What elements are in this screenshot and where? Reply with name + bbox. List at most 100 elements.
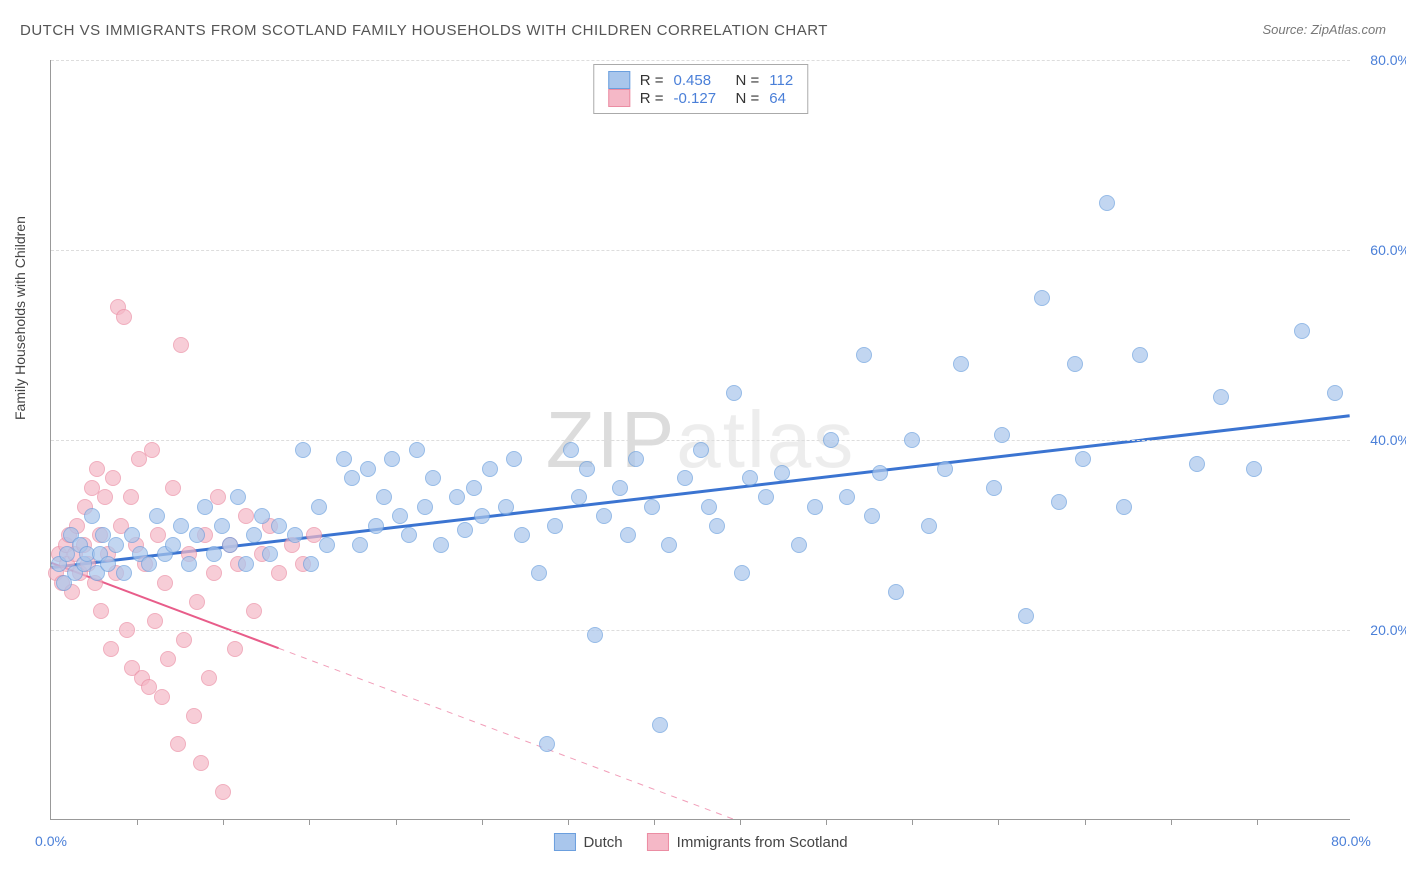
data-point — [1246, 461, 1262, 477]
legend-row: R =-0.127N =64 — [608, 89, 793, 107]
x-tick-label: 0.0% — [35, 833, 67, 849]
series-legend: Dutch Immigrants from Scotland — [553, 833, 847, 851]
data-point — [149, 508, 165, 524]
data-point — [1067, 356, 1083, 372]
data-point — [734, 565, 750, 581]
data-point — [774, 465, 790, 481]
data-point — [173, 337, 189, 353]
data-point — [147, 613, 163, 629]
data-point — [303, 556, 319, 572]
data-point — [124, 527, 140, 543]
data-point — [1018, 608, 1034, 624]
y-tick-label: 80.0% — [1370, 52, 1406, 68]
data-point — [181, 556, 197, 572]
data-point — [352, 537, 368, 553]
data-point — [176, 632, 192, 648]
series-legend-item: Immigrants from Scotland — [647, 833, 848, 851]
data-point — [206, 546, 222, 562]
data-point — [709, 518, 725, 534]
data-point — [531, 565, 547, 581]
x-tick-mark — [396, 819, 397, 825]
data-point — [856, 347, 872, 363]
data-point — [144, 442, 160, 458]
series-legend-item: Dutch — [553, 833, 622, 851]
data-point — [742, 470, 758, 486]
data-point — [319, 537, 335, 553]
data-point — [1327, 385, 1343, 401]
data-point — [1116, 499, 1132, 515]
x-tick-mark — [740, 819, 741, 825]
x-tick-mark — [568, 819, 569, 825]
r-value: 0.458 — [674, 72, 726, 89]
data-point — [807, 499, 823, 515]
data-point — [498, 499, 514, 515]
data-point — [160, 651, 176, 667]
data-point — [417, 499, 433, 515]
chart-title: DUTCH VS IMMIGRANTS FROM SCOTLAND FAMILY… — [20, 22, 828, 39]
data-point — [921, 518, 937, 534]
data-point — [206, 565, 222, 581]
data-point — [425, 470, 441, 486]
data-point — [170, 736, 186, 752]
y-axis-label: Family Households with Children — [12, 216, 28, 420]
x-tick-mark — [137, 819, 138, 825]
data-point — [433, 537, 449, 553]
data-point — [103, 641, 119, 657]
legend-swatch — [647, 833, 669, 851]
data-point — [1132, 347, 1148, 363]
legend-row: R = 0.458 N = 112 — [608, 71, 793, 89]
source-attribution: Source: ZipAtlas.com — [1262, 22, 1386, 37]
data-point — [150, 527, 166, 543]
data-point — [539, 736, 555, 752]
data-point — [392, 508, 408, 524]
data-point — [661, 537, 677, 553]
data-point — [596, 508, 612, 524]
data-point — [215, 784, 231, 800]
data-point — [628, 451, 644, 467]
data-point — [93, 603, 109, 619]
data-point — [888, 584, 904, 600]
data-point — [165, 480, 181, 496]
scatter-chart: ZIPatlas R =0.458N =112R =-0.127N =64 Du… — [50, 60, 1350, 820]
data-point — [612, 480, 628, 496]
y-tick-label: 20.0% — [1370, 622, 1406, 638]
data-point — [246, 603, 262, 619]
data-point — [368, 518, 384, 534]
data-point — [620, 527, 636, 543]
y-tick-label: 40.0% — [1370, 432, 1406, 448]
data-point — [97, 489, 113, 505]
data-point — [506, 451, 522, 467]
data-point — [1051, 494, 1067, 510]
data-point — [1294, 323, 1310, 339]
r-value: -0.127 — [674, 90, 726, 107]
data-point — [116, 565, 132, 581]
n-value: 112 — [769, 72, 793, 89]
correlation-legend: R = 0.458 N = 112R =-0.127N =64 — [593, 64, 808, 114]
series-label: Dutch — [583, 834, 622, 851]
data-point — [105, 470, 121, 486]
data-point — [254, 508, 270, 524]
data-point — [336, 451, 352, 467]
data-point — [230, 489, 246, 505]
data-point — [271, 518, 287, 534]
data-point — [1213, 389, 1229, 405]
data-point — [189, 527, 205, 543]
series-label: Immigrants from Scotland — [677, 834, 848, 851]
x-tick-mark — [1085, 819, 1086, 825]
y-tick-label: 60.0% — [1370, 242, 1406, 258]
data-point — [758, 489, 774, 505]
r-label: R = — [640, 72, 664, 89]
n-label: N = — [736, 72, 760, 89]
data-point — [571, 489, 587, 505]
data-point — [116, 309, 132, 325]
legend-swatch — [553, 833, 575, 851]
data-point — [287, 527, 303, 543]
data-point — [953, 356, 969, 372]
data-point — [701, 499, 717, 515]
data-point — [376, 489, 392, 505]
gridline — [51, 60, 1350, 61]
x-tick-label: 80.0% — [1331, 833, 1371, 849]
data-point — [791, 537, 807, 553]
data-point — [214, 518, 230, 534]
data-point — [1075, 451, 1091, 467]
